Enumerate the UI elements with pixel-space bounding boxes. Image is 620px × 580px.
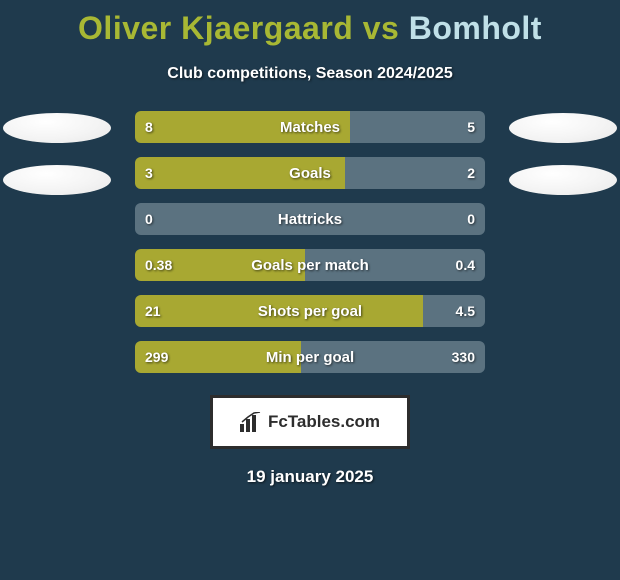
player2-name: Bomholt <box>409 10 542 46</box>
logo-text: FcTables.com <box>268 412 380 432</box>
player1-avatar-column <box>2 111 112 195</box>
bar-row: Goals per match0.380.4 <box>135 249 485 281</box>
bar-row: Matches85 <box>135 111 485 143</box>
avatar <box>509 165 617 195</box>
date: 19 january 2025 <box>0 467 620 487</box>
bar-segment-right <box>305 249 485 281</box>
avatar <box>509 113 617 143</box>
avatar <box>3 165 111 195</box>
bar-segment-left <box>135 111 350 143</box>
subtitle: Club competitions, Season 2024/2025 <box>0 65 620 83</box>
bar-segment-left <box>135 249 305 281</box>
bar-row: Hattricks00 <box>135 203 485 235</box>
bar-segment-left <box>135 157 345 189</box>
bar-row: Min per goal299330 <box>135 341 485 373</box>
fctables-logo: FcTables.com <box>210 395 410 449</box>
bar-segment-right <box>135 203 485 235</box>
avatar <box>3 113 111 143</box>
bar-segment-right <box>350 111 485 143</box>
bar-row: Goals32 <box>135 157 485 189</box>
bar-segment-right <box>301 341 485 373</box>
comparison-bars: Matches85 Goals32 Hattricks00 Goals per mat… <box>135 111 485 373</box>
bar-segment-right <box>345 157 485 189</box>
player1-name: Oliver Kjaergaard <box>78 10 353 46</box>
player2-avatar-column <box>508 111 618 195</box>
bar-chart-icon <box>240 412 262 432</box>
comparison-title: Oliver Kjaergaard vs Bomholt <box>0 0 620 47</box>
vs-text: vs <box>363 10 400 46</box>
chart-area: Matches85 Goals32 Hattricks00 Goals per mat… <box>0 111 620 373</box>
bar-segment-left <box>135 295 423 327</box>
bar-row: Shots per goal214.5 <box>135 295 485 327</box>
bar-segment-left <box>135 341 301 373</box>
bar-segment-right <box>423 295 485 327</box>
